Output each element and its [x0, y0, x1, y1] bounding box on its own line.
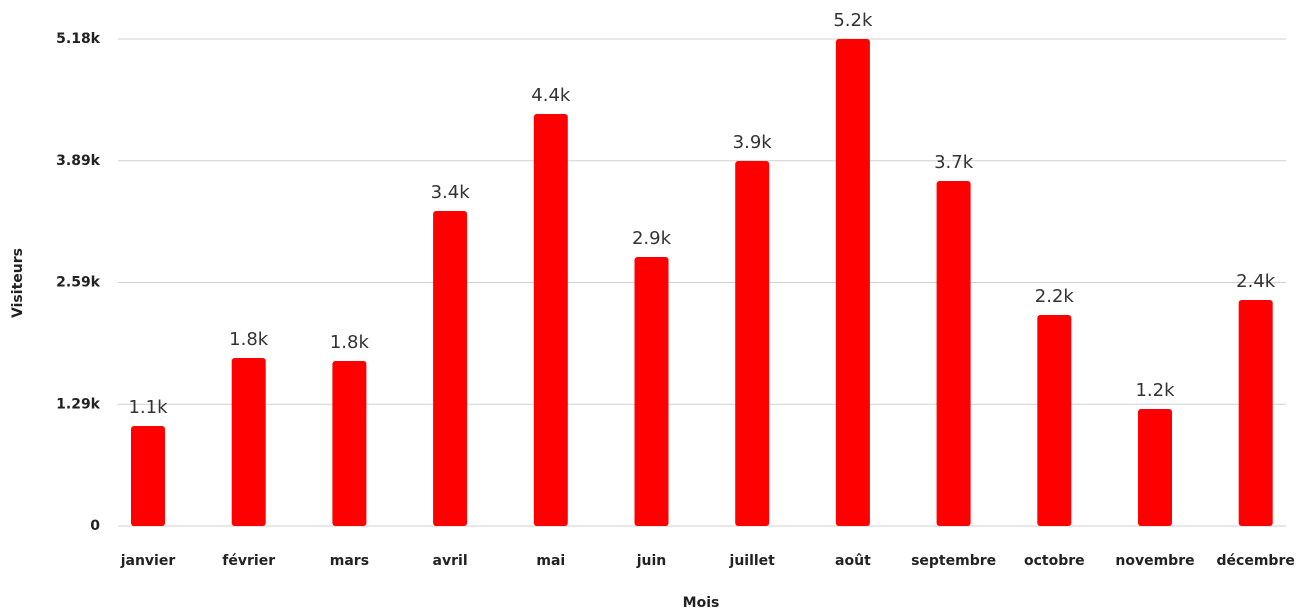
data-label: 3.4k [431, 182, 471, 203]
bar [634, 257, 669, 526]
bar [131, 425, 165, 526]
data-label: 1.2k [1135, 380, 1175, 401]
x-tick-label: février [222, 553, 275, 569]
data-label: 1.1k [128, 397, 168, 418]
x-tick-label: décembre [1217, 553, 1295, 569]
data-label: 2.4k [1236, 271, 1276, 292]
x-tick-label: mai [536, 553, 565, 569]
bar [735, 161, 770, 526]
bar [835, 39, 870, 526]
data-label: 1.8k [229, 329, 269, 350]
x-axis-label: Mois [683, 595, 720, 611]
data-label: 5.2k [833, 10, 873, 31]
x-tick-label: juillet [729, 553, 776, 569]
x-tick-label: octobre [1024, 553, 1085, 569]
y-tick-label: 0 [90, 518, 100, 534]
x-tick-label: août [835, 553, 871, 569]
bar [231, 357, 266, 526]
bar [533, 114, 568, 526]
data-label: 3.9k [733, 132, 773, 153]
bar [1037, 315, 1072, 526]
data-label: 3.7k [934, 152, 974, 173]
y-tick-label: 3.89k [56, 153, 101, 169]
bar [936, 181, 971, 526]
bar [1238, 299, 1273, 526]
y-tick-label: 1.29k [56, 396, 101, 412]
bar [433, 211, 468, 526]
x-tick-label: janvier [120, 553, 176, 569]
y-axis-label: Visiteurs [10, 248, 26, 318]
data-label: 2.9k [632, 228, 672, 249]
bar [1138, 409, 1172, 526]
x-tick-label: septembre [911, 553, 996, 569]
data-label: 4.4k [531, 85, 571, 106]
y-tick-label: 5.18k [56, 31, 101, 47]
data-label: 1.8k [330, 332, 370, 353]
x-tick-label: novembre [1115, 553, 1194, 569]
x-tick-label: mars [330, 553, 369, 569]
x-tick-label: avril [433, 553, 468, 569]
y-tick-label: 2.59k [56, 275, 101, 291]
data-label: 2.2k [1035, 286, 1075, 307]
bar [332, 361, 367, 526]
x-tick-label: juin [636, 553, 667, 569]
